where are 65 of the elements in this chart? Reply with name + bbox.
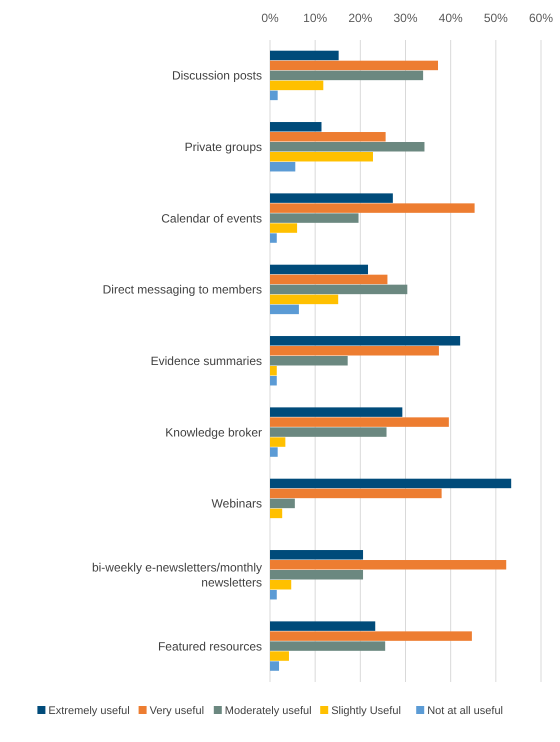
bar: [270, 284, 408, 294]
bar: [270, 80, 324, 90]
bar: [270, 142, 424, 152]
bar: [270, 641, 386, 651]
x-tick-label: 40%: [438, 11, 463, 25]
y-tick-label: Knowledge broker: [165, 425, 262, 440]
x-tick-label: 60%: [528, 11, 554, 25]
x-tick-label: 50%: [484, 11, 508, 25]
bar: [270, 498, 295, 508]
bar: [270, 478, 512, 488]
bar: [270, 437, 286, 447]
x-tick-label: 0%: [261, 11, 279, 25]
bar: [270, 122, 322, 132]
bar: [270, 203, 475, 213]
bar: [270, 447, 278, 457]
y-tick-label: Featured resources: [158, 639, 262, 654]
bar: [270, 223, 298, 233]
bar: [270, 90, 278, 100]
bar: [270, 508, 282, 518]
bar: [270, 162, 296, 172]
bar: [270, 376, 277, 386]
bar: [270, 304, 299, 314]
y-tick-label: Calendar of events: [161, 211, 262, 226]
bar: [270, 631, 472, 641]
y-tick-label: Evidence summaries: [150, 354, 262, 368]
legend-label: Extremely useful: [48, 705, 130, 717]
bar: [270, 264, 368, 274]
x-tick-label: 20%: [348, 11, 373, 25]
y-tick-label: Discussion posts: [172, 68, 262, 83]
bar: [270, 336, 460, 346]
bar: [270, 488, 442, 498]
bar: [270, 356, 348, 366]
bar: [270, 274, 388, 284]
bar: [270, 60, 438, 70]
legend-label: Very useful: [150, 705, 204, 717]
legend-label: Slightly Useful: [331, 705, 401, 717]
y-tick-label: Webinars: [212, 496, 262, 511]
bar: [270, 294, 338, 304]
bar: [270, 213, 359, 223]
bar: [270, 560, 506, 570]
bar: [270, 570, 364, 580]
bar: [270, 70, 424, 80]
bar: [270, 366, 277, 376]
bar: [270, 193, 393, 203]
bar: [270, 132, 386, 142]
bar: [270, 50, 339, 60]
bar: [270, 427, 387, 437]
x-tick-label: 30%: [393, 11, 418, 25]
y-tick-label: bi-weekly e-newsletters/monthly newsletters: [92, 560, 262, 590]
y-tick-label: Direct messaging to members: [102, 282, 262, 297]
bar: [270, 346, 439, 356]
legend-label: Moderately useful: [224, 705, 312, 717]
bar: [270, 580, 292, 590]
bar: [270, 590, 277, 600]
bar: [270, 233, 277, 243]
legend-label: Not at all useful: [427, 705, 504, 717]
x-tick-label: 10%: [303, 11, 328, 25]
bar: [270, 550, 364, 560]
bar: [270, 651, 289, 661]
bar: [270, 152, 373, 162]
bar: [270, 661, 280, 671]
bar: [270, 417, 449, 427]
bar: [270, 621, 376, 631]
bar: [270, 407, 402, 417]
y-tick-label: Private groups: [184, 140, 262, 154]
